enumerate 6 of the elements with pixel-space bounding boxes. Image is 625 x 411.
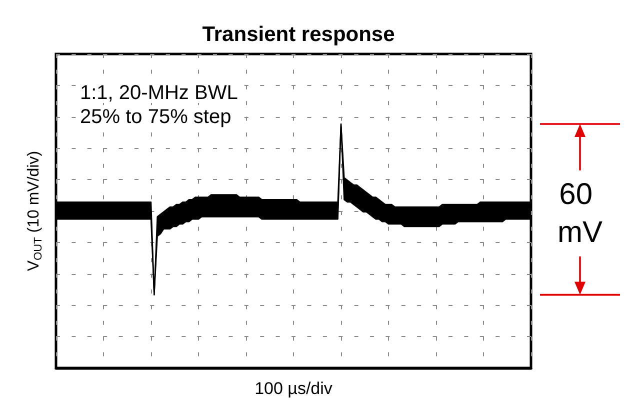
text: 60 mV [558, 178, 602, 249]
y-axis-title: VOUT (10 mV/div) [26, 150, 44, 272]
annotation: 25% to 75% step [80, 106, 232, 128]
x-axis-title: 100 µs/div [254, 379, 333, 398]
chart-title: Transient response [202, 23, 395, 46]
text: 1:1, 20-MHz BWL [80, 82, 238, 104]
